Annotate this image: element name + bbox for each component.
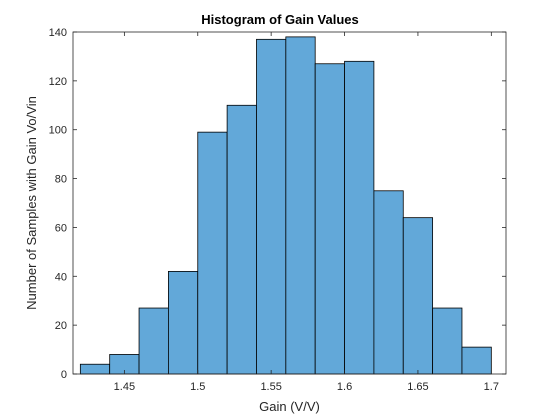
x-tick-label: 1.55 <box>260 381 281 393</box>
histogram-bar <box>461 346 492 375</box>
histogram-bar <box>168 270 199 375</box>
histogram-bar <box>197 131 228 375</box>
x-tick-label: 1.5 <box>190 381 205 393</box>
x-tick-label: 1.6 <box>337 381 352 393</box>
y-tick-label: 20 <box>55 320 67 332</box>
y-tick-label: 100 <box>49 125 67 137</box>
x-tick-label: 1.45 <box>114 381 135 393</box>
histogram-bar <box>138 307 169 375</box>
chart-title: Histogram of Gain Values <box>201 12 359 27</box>
histogram-bar <box>402 217 434 375</box>
histogram-bar <box>373 190 404 375</box>
plot-area-frame <box>72 31 507 375</box>
y-tick-label: 140 <box>49 27 67 39</box>
x-tick-label: 1.65 <box>407 381 428 393</box>
histogram-bar <box>226 104 257 375</box>
y-tick-label: 120 <box>49 76 67 88</box>
x-axis-ticks: 1.45 1.5 1.55 1.6 1.65 1.7 <box>114 32 499 393</box>
x-tick-label: 1.7 <box>484 381 499 393</box>
x-axis-label: Gain (V/V) <box>259 399 320 414</box>
bars-group <box>79 36 492 375</box>
histogram-bar <box>79 363 111 375</box>
y-tick-label: 40 <box>55 271 67 283</box>
histogram-bar <box>344 60 375 375</box>
y-axis-label: Number of Samples with Gain Vo/Vin <box>24 96 39 310</box>
histogram-bar <box>285 36 316 375</box>
histogram-bar <box>432 307 463 375</box>
y-axis-ticks: 0 20 40 60 80 100 120 140 <box>49 27 506 381</box>
y-tick-label: 0 <box>61 369 67 381</box>
histogram-bar <box>314 63 345 375</box>
histogram-bar <box>256 38 287 375</box>
y-tick-label: 80 <box>55 174 67 186</box>
y-tick-label: 60 <box>55 222 67 234</box>
